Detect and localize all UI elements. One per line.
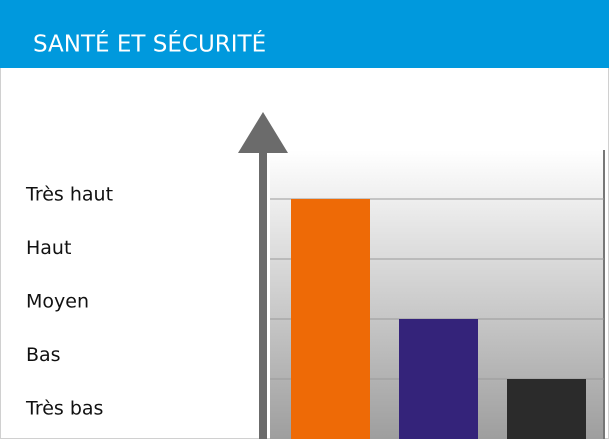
y-axis xyxy=(259,150,267,439)
header xyxy=(0,0,609,68)
y-level-label: Très haut xyxy=(25,184,113,206)
y-level-label: Bas xyxy=(26,344,61,366)
bar xyxy=(399,319,478,439)
bar xyxy=(291,199,370,439)
y-level-label: Moyen xyxy=(26,291,89,313)
y-axis-arrow xyxy=(238,112,288,153)
chart-title: SANTÉ ET SÉCURITÉ xyxy=(33,30,266,58)
bar xyxy=(507,379,586,439)
y-level-label: Très bas xyxy=(25,398,103,420)
y-level-label: Haut xyxy=(26,237,71,259)
